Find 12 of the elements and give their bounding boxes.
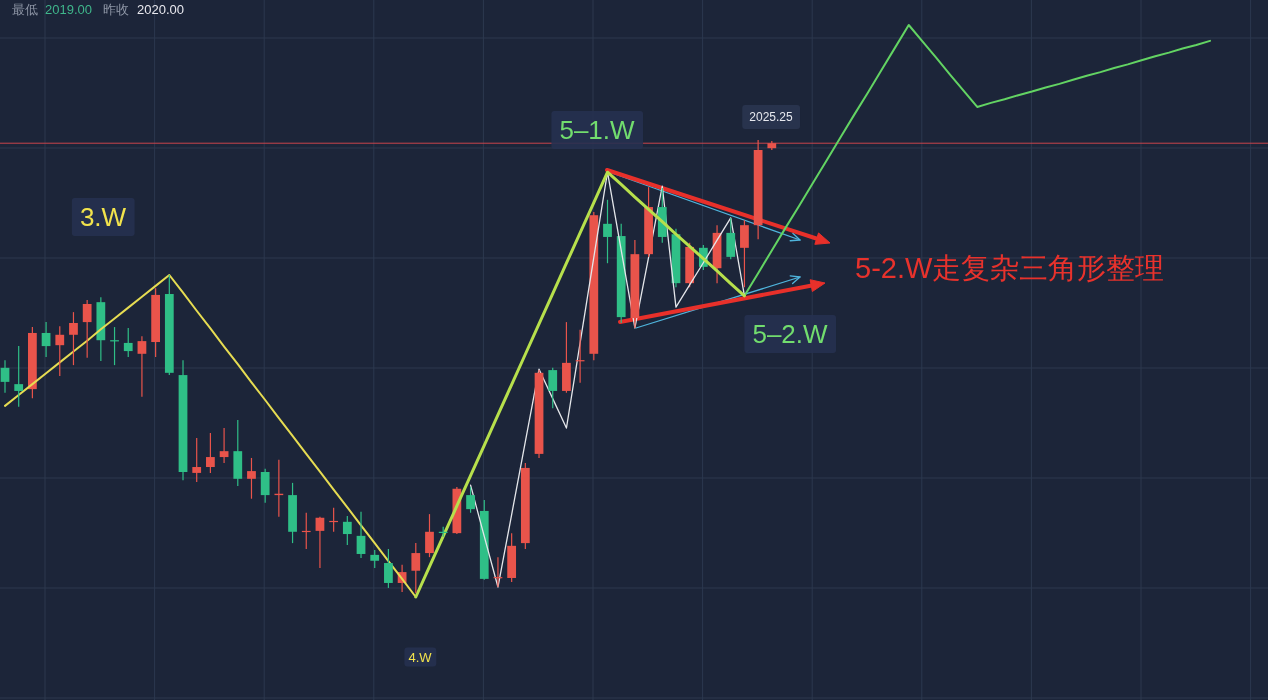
annotation: 2020.00 [137,1,184,17]
annotation: 5–1.W [551,111,644,149]
annotation: 昨收 [103,1,129,17]
annotation: 5–1.W [559,115,636,145]
annotation: 3.W [71,198,135,236]
annotation: 5–2.W [752,319,829,349]
annotation: 2019.00 [45,1,92,17]
annotation: 5-2.W走复杂三角形整理 [855,252,1165,284]
annotation: 3.W [79,202,127,232]
annotation: 最低 [12,1,38,17]
annotation: 2025.25 [742,105,800,129]
annotation: 5–2.W [744,315,837,353]
